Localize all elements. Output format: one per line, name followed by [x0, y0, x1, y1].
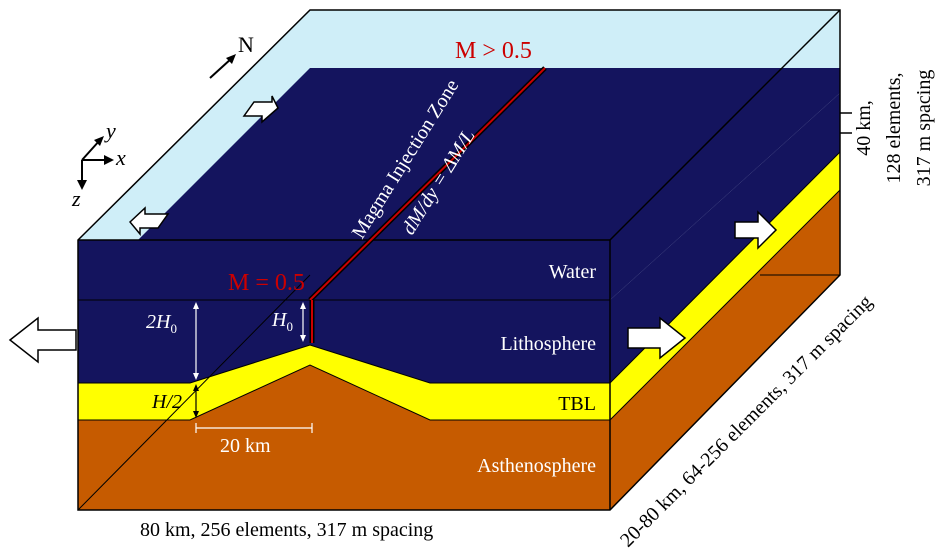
svg-text:H0: H0: [271, 309, 293, 334]
m-high-label: M > 0.5: [455, 38, 532, 64]
x-axis-label: x: [115, 145, 126, 170]
top-left-arrow-icon: [128, 206, 170, 237]
right-arrow-back-icon: [734, 210, 778, 250]
depth-line-3: 317 m spacing: [913, 70, 935, 187]
side-asthenosphere-layer: [610, 190, 840, 510]
front-face: [78, 240, 610, 510]
h0-sub: 0: [286, 319, 293, 334]
depth-dimension-label: 40 km, 128 elements, 317 m spacing: [853, 70, 935, 187]
tbl-label: TBL: [558, 393, 596, 415]
front-tbl-layer: [78, 345, 610, 420]
top-right-arrow-icon: [242, 95, 279, 124]
two-h0-sub: 0: [170, 321, 177, 336]
width-20km-marker: 20 km: [195, 423, 313, 457]
x-axis-arrow-icon: [104, 155, 114, 165]
side-lithosphere-layer: [610, 93, 840, 383]
bottom-dimension-label: 80 km, 256 elements, 317 m spacing: [140, 519, 433, 541]
h-half-label: H/2: [151, 391, 182, 413]
width-20km-label: 20 km: [220, 435, 271, 457]
h-half-marker: H/2: [151, 384, 199, 418]
two-h0-label: 2H: [146, 311, 172, 333]
water-label: Water: [549, 261, 597, 283]
north-label: N: [238, 32, 254, 57]
north-arrow-icon: [226, 54, 236, 64]
two-h0-marker: 2H0: [146, 302, 199, 380]
asthenosphere-label: Asthenosphere: [477, 455, 596, 477]
z-axis-arrow-icon: [77, 180, 87, 190]
front-asthenosphere-layer: [78, 365, 610, 510]
lithosphere-label: Lithosphere: [500, 333, 596, 355]
front-water-layer: [78, 240, 610, 300]
depth-line-2: 128 elements,: [883, 72, 905, 183]
side-tbl-layer: [610, 152, 840, 420]
h0-marker: H0: [271, 302, 306, 342]
compass: N: [209, 32, 254, 79]
h0-label: H: [271, 309, 288, 331]
svg-text:2H0: 2H0: [146, 311, 177, 336]
m-mid-label: M = 0.5: [228, 270, 305, 296]
left-arrow-icon: [8, 316, 77, 364]
y-axis-label: y: [104, 118, 116, 143]
front-lithosphere-layer: [78, 300, 610, 383]
right-arrow-icon: [627, 316, 687, 360]
y-axis-arrow-icon: [94, 136, 104, 146]
extension-arrows: [8, 95, 778, 364]
z-axis-label: z: [71, 186, 81, 211]
depth-line-1: 40 km,: [853, 100, 875, 156]
coordinate-axes: x y z: [71, 118, 126, 211]
magma-injection-zone: [308, 66, 547, 343]
